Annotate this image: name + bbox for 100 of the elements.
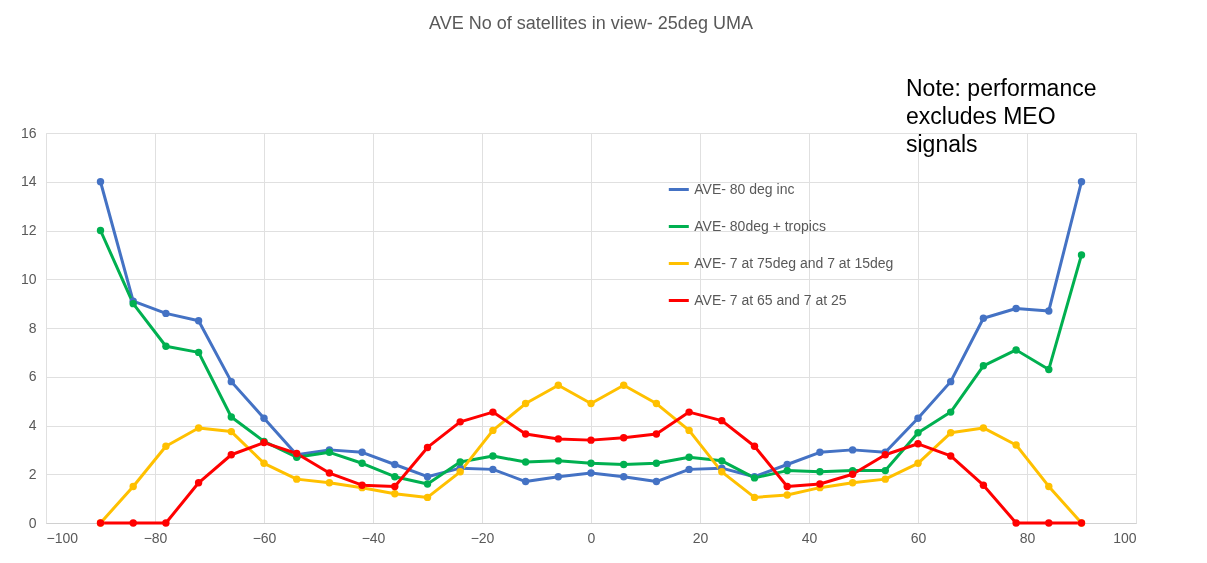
point [1077, 178, 1086, 186]
x-tick-label: −20 [470, 529, 495, 546]
chart-title: AVE No of satellites in view- 25deg UMA [429, 13, 753, 33]
point [718, 416, 726, 425]
point [554, 381, 563, 389]
point [685, 453, 693, 461]
point [456, 418, 464, 426]
x-tick-label: 0 [587, 529, 596, 546]
point [914, 459, 922, 467]
y-tick-label: 0 [28, 514, 37, 531]
point [587, 469, 595, 477]
point [750, 493, 759, 502]
y-tick-label: 12 [20, 222, 37, 238]
point [227, 427, 236, 436]
point [816, 468, 824, 476]
point [1012, 519, 1020, 527]
point [423, 480, 432, 488]
x-tick-label: −100 [46, 529, 79, 546]
point [685, 408, 693, 416]
point [194, 479, 203, 487]
point [619, 460, 628, 469]
legend-label: AVE- 80deg + tropics [694, 217, 826, 234]
point [194, 348, 203, 357]
point [946, 377, 955, 386]
point [979, 362, 988, 370]
point [783, 466, 791, 475]
legend-label: AVE- 80 deg inc [694, 180, 795, 197]
point [162, 342, 170, 350]
point [489, 452, 497, 460]
point [652, 459, 661, 467]
point [521, 399, 530, 408]
point [652, 399, 661, 408]
point [1012, 441, 1020, 449]
point [96, 226, 105, 235]
point [554, 472, 563, 481]
point [881, 466, 890, 475]
point [391, 472, 399, 481]
point [1045, 482, 1053, 491]
point [619, 472, 628, 481]
x-tick-label: 20 [692, 529, 709, 546]
point [227, 413, 236, 421]
point [194, 316, 203, 325]
point [1077, 251, 1086, 259]
y-tick-label: 6 [28, 368, 37, 385]
point [423, 472, 432, 481]
point [129, 519, 137, 527]
point [619, 433, 628, 442]
x-tick-label: 40 [801, 529, 818, 546]
legend-label: AVE- 7 at 75deg and 7 at 15deg [694, 254, 894, 271]
y-tick-label: 14 [20, 173, 37, 190]
point [652, 477, 661, 486]
point [718, 468, 726, 476]
point [456, 468, 464, 476]
point [489, 465, 497, 474]
point [358, 459, 366, 467]
y-tick-label: 8 [28, 319, 37, 336]
x-tick-label: −80 [143, 529, 168, 546]
point [685, 465, 693, 474]
x-tick-label: 100 [1113, 529, 1137, 546]
point [96, 178, 105, 186]
point [848, 446, 857, 454]
point [489, 408, 497, 416]
point [685, 426, 693, 435]
point [325, 469, 334, 477]
point [521, 430, 530, 438]
point [227, 451, 236, 459]
point [1012, 346, 1020, 354]
point [391, 482, 399, 491]
point [979, 481, 988, 489]
point [1045, 519, 1053, 527]
point [914, 429, 922, 437]
point [1045, 307, 1053, 315]
point [587, 459, 595, 467]
point [260, 414, 268, 422]
point [652, 430, 661, 438]
point [391, 490, 399, 498]
point [391, 460, 399, 469]
point [946, 452, 955, 460]
point [587, 436, 595, 444]
legend-label: AVE- 7 at 65 and 7 at 25 [694, 291, 847, 308]
y-tick-label: 10 [20, 270, 37, 287]
point [260, 459, 268, 467]
point [162, 309, 170, 318]
x-tick-label: −60 [252, 529, 277, 546]
point [489, 426, 497, 435]
point [521, 458, 530, 466]
point [358, 448, 366, 457]
point [848, 470, 857, 478]
point [1045, 365, 1053, 374]
point [162, 442, 170, 450]
point [816, 480, 824, 488]
point [914, 440, 922, 448]
point [554, 457, 563, 465]
x-tick-label: 60 [910, 529, 927, 546]
point [456, 458, 464, 466]
point [227, 377, 236, 386]
point [521, 477, 530, 486]
point [881, 475, 890, 483]
point [816, 448, 824, 457]
point [979, 314, 988, 322]
